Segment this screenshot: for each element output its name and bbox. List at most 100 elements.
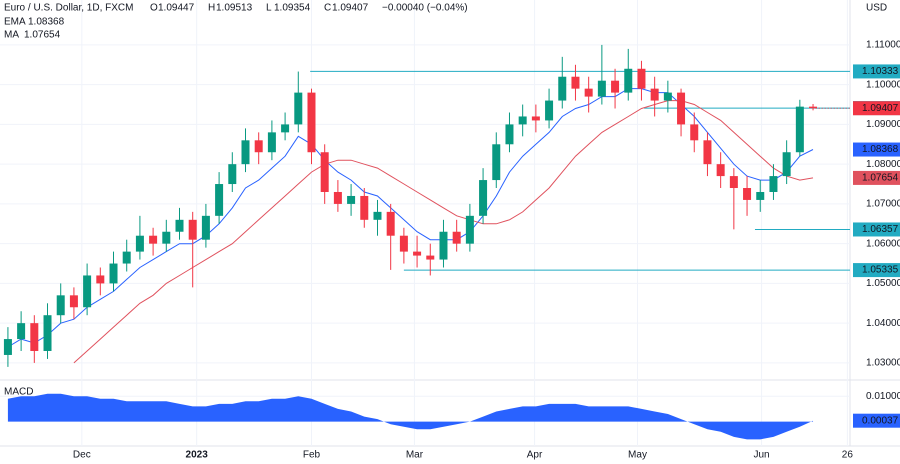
currency: USD (866, 3, 887, 14)
y-tick-label: 1.11000 (866, 40, 900, 51)
x-tick-label: May (628, 450, 647, 461)
ohlc-key: L (266, 3, 272, 14)
candle-body (281, 124, 290, 133)
candle-body (492, 144, 501, 181)
ohlc-value: 1.09513 (216, 3, 253, 14)
y-tick-label: 1.06000 (866, 238, 900, 249)
candle-body (756, 191, 765, 200)
series-last-label-box (853, 170, 900, 185)
candle-body (56, 295, 65, 316)
ohlc-change: −0.00040 (−0.04%) (382, 3, 468, 14)
macd-title: MACD (4, 387, 33, 398)
ohlc-value: 1.09354 (274, 3, 311, 14)
candle-body (716, 164, 725, 177)
candle-body (135, 235, 144, 252)
ohlc-key: O (150, 3, 158, 14)
x-tick-label: Mar (406, 450, 424, 461)
x-tick-label: 2023 (186, 450, 209, 461)
candle-body (795, 106, 804, 153)
candle-body (413, 251, 422, 256)
series-last-label: 1.08368 (862, 144, 899, 155)
candle-body (241, 140, 250, 165)
candle-body (267, 132, 276, 153)
y-tick-label: 1.03000 (866, 358, 900, 369)
candle-body (294, 92, 303, 125)
candle-body (611, 80, 620, 93)
candle-body (360, 195, 369, 220)
candle-body (729, 176, 738, 189)
candle-body (650, 88, 659, 101)
candle-body (43, 315, 52, 351)
header: Euro / U.S. Dollar, 1D, FXCM USD (4, 3, 887, 14)
candle-body (215, 184, 224, 216)
candle-body (373, 211, 382, 220)
candle-body (254, 140, 263, 153)
level-label: 1.10333 (862, 66, 899, 77)
candle-body (531, 116, 540, 121)
candle-body (584, 88, 593, 97)
candle-body (399, 235, 408, 252)
ohlc-value: 1.09407 (332, 3, 369, 14)
series-last-label: 1.07654 (862, 173, 899, 184)
macd-last-label: 0.00037 (862, 415, 899, 426)
candle-body (122, 251, 131, 264)
legend-value: 1.08368 (28, 17, 65, 28)
candle-body (201, 215, 210, 240)
x-tick-label: Jun (754, 450, 770, 461)
y-tick-label: 1.09000 (866, 119, 900, 130)
ohlc-key: H (208, 3, 215, 14)
legend-name: EMA (4, 17, 26, 28)
candle-body (452, 231, 461, 244)
candle-body (809, 106, 818, 109)
y-tick-label: 1.05000 (866, 278, 900, 289)
macd-tick-label: 0.01000 (866, 391, 900, 402)
series-last-label-box (853, 142, 900, 157)
candle-body (558, 76, 567, 101)
close-label-box (853, 101, 900, 116)
candle-body (545, 100, 554, 121)
candle-body (663, 92, 672, 101)
macd-last-box (853, 413, 900, 428)
y-tick-label: 1.07000 (866, 199, 900, 210)
candle-body (149, 235, 158, 244)
candle-body (624, 68, 633, 93)
candle-body (333, 191, 342, 204)
y-tick-label: 1.08000 (866, 159, 900, 170)
candle-body (782, 152, 791, 177)
candle-body (320, 152, 329, 192)
level-label: 1.06357 (862, 224, 899, 235)
candle-body (479, 180, 488, 216)
candle-body (17, 323, 26, 340)
level-label-box (853, 64, 900, 79)
candle-body (505, 124, 514, 145)
ohlc-key: C (324, 3, 331, 14)
candle-body (175, 219, 184, 232)
candle-body (597, 80, 606, 97)
candle-body (465, 215, 474, 244)
level-label-box (853, 263, 900, 278)
x-tick-label: Feb (303, 450, 321, 461)
candle-body (69, 295, 78, 308)
macd-area (7, 393, 814, 440)
legend-name: MA (4, 30, 19, 41)
x-tick-label: Dec (73, 450, 91, 461)
candle-body (347, 195, 356, 204)
candle-body (188, 219, 197, 240)
candle-body (426, 255, 435, 260)
x-tick-label: 26 (842, 450, 854, 461)
candle-body (769, 176, 778, 192)
level-label: 1.05335 (862, 265, 899, 276)
candle-body (571, 76, 580, 89)
legend-value: 1.07654 (24, 30, 61, 41)
level-label-box (853, 222, 900, 237)
candle-body (30, 323, 39, 351)
candle-body (677, 92, 686, 125)
ma-line (73, 100, 814, 364)
ohlc-value: 1.09447 (158, 3, 195, 14)
candle-body (96, 275, 105, 284)
candle-body (307, 92, 316, 153)
candle-body (83, 275, 92, 308)
candle-body (162, 231, 171, 244)
